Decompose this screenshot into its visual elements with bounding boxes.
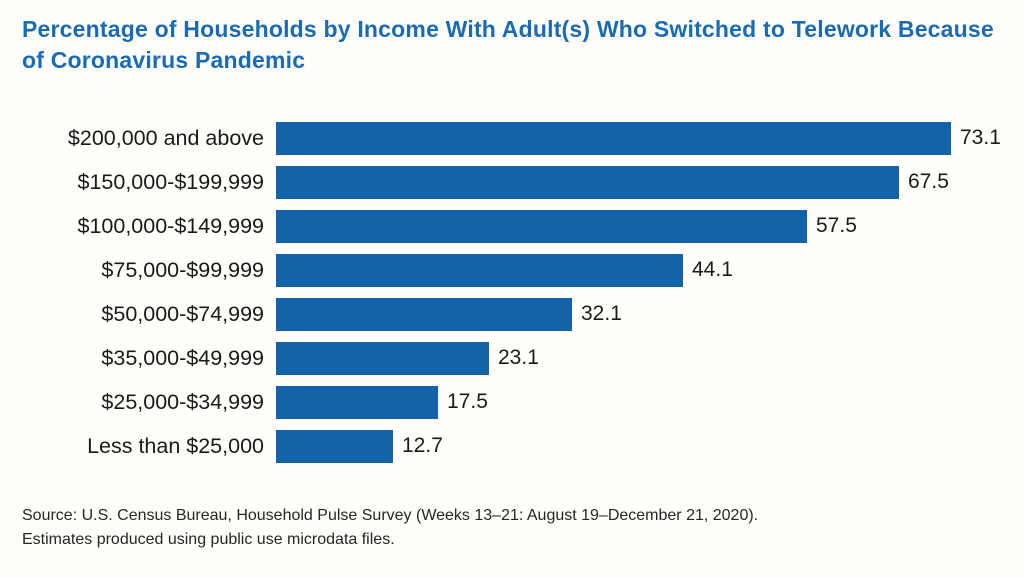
bar-row: $200,000 and above 73.1 — [0, 116, 1024, 160]
value-label: 12.7 — [402, 434, 443, 457]
bar — [276, 341, 489, 375]
source-note: Source: U.S. Census Bureau, Household Pu… — [22, 504, 1002, 552]
bar — [276, 297, 572, 331]
value-label: 57.5 — [816, 214, 857, 237]
bar — [276, 253, 683, 287]
bar-track: 44.1 — [276, 253, 1024, 287]
bar-row: $25,000-$34,999 17.5 — [0, 380, 1024, 424]
value-label: 32.1 — [581, 302, 622, 325]
bar-row: $75,000-$99,999 44.1 — [0, 248, 1024, 292]
bar-row: $35,000-$49,999 23.1 — [0, 336, 1024, 380]
category-label: $25,000-$34,999 — [101, 389, 264, 414]
bar-track: 57.5 — [276, 209, 1024, 243]
category-label: $150,000-$199,999 — [77, 169, 264, 194]
category-label: $75,000-$99,999 — [101, 257, 264, 282]
value-label: 23.1 — [498, 346, 539, 369]
bar — [276, 429, 393, 463]
chart-title: Percentage of Households by Income With … — [22, 16, 994, 73]
bar-track: 12.7 — [276, 429, 1024, 463]
bar — [276, 165, 899, 199]
bar-track: 32.1 — [276, 297, 1024, 331]
bar-track: 67.5 — [276, 165, 1024, 199]
bar — [276, 209, 807, 243]
bar — [276, 121, 951, 155]
bar-row: Less than $25,000 12.7 — [0, 424, 1024, 468]
category-label: $50,000-$74,999 — [101, 301, 264, 326]
chart-page: Percentage of Households by Income With … — [0, 14, 1024, 577]
bar-row: $50,000-$74,999 32.1 — [0, 292, 1024, 336]
value-label: 67.5 — [908, 170, 949, 193]
source-line-2: Estimates produced using public use micr… — [22, 531, 395, 548]
bar-track: 23.1 — [276, 341, 1024, 375]
category-label: $100,000-$149,999 — [77, 213, 264, 238]
bar-track: 73.1 — [276, 121, 1024, 155]
bar-row: $100,000-$149,999 57.5 — [0, 204, 1024, 248]
value-label: 44.1 — [692, 258, 733, 281]
value-label: 73.1 — [960, 126, 1001, 149]
category-label: Less than $25,000 — [87, 433, 264, 458]
bar-track: 17.5 — [276, 385, 1024, 419]
category-label: $200,000 and above — [67, 125, 264, 150]
value-label: 17.5 — [447, 390, 488, 413]
category-label: $35,000-$49,999 — [101, 345, 264, 370]
bar-chart: $200,000 and above 73.1 $150,000-$199,999 6… — [0, 116, 1024, 468]
bar — [276, 385, 438, 419]
source-line-1: Source: U.S. Census Bureau, Household Pu… — [22, 507, 759, 524]
bar-row: $150,000-$199,999 67.5 — [0, 160, 1024, 204]
